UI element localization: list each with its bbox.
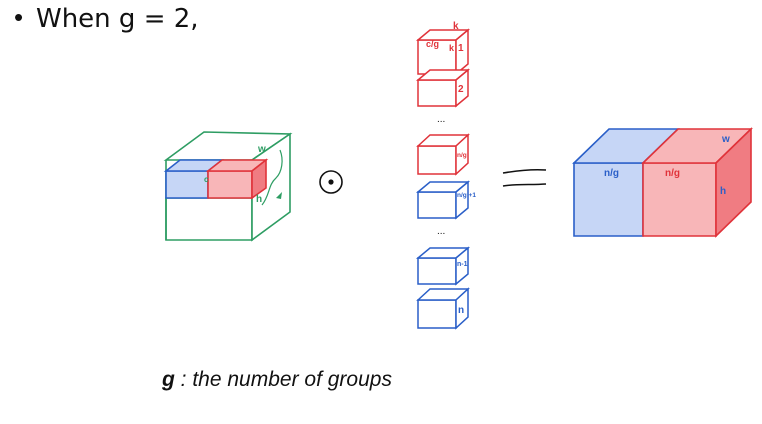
kernel-k-side-label: k: [449, 43, 455, 53]
hadamard-operator: [319, 170, 343, 194]
kernel-n-over-g-plus-1-label: n/g +1: [457, 192, 476, 199]
operator-dot-icon: [328, 179, 334, 185]
kernel-2-label: 2: [458, 84, 464, 95]
sketch-stroke: [261, 149, 283, 206]
input-red-side: [251, 158, 267, 200]
kernel-n-minus-1-label: n-1: [457, 261, 468, 268]
kernel-1: k c/g k 1: [415, 21, 471, 76]
kernel-2: 2: [415, 68, 471, 108]
output-right-label: n/g: [665, 168, 680, 179]
input-cube: w h c: [163, 131, 293, 242]
caption-symbol: g: [162, 368, 175, 391]
bullet-icon: •: [14, 2, 24, 32]
output-cube: n/g n/g w h: [572, 127, 753, 238]
kernel-n: n: [416, 287, 470, 330]
kernel-n-over-g-plus-1: n/g +1: [415, 180, 476, 220]
equals-sign: [502, 169, 547, 187]
caption: g : the number of groups: [162, 368, 392, 392]
input-h-label: h: [256, 194, 262, 205]
kernel-1-label: 1: [458, 43, 464, 54]
output-left-label: n/g: [604, 168, 619, 179]
input-w-label: w: [257, 144, 266, 155]
caption-text: : the number of groups: [174, 368, 392, 391]
input-c-label: c: [204, 175, 209, 184]
kernel-cg-label: c/g: [426, 39, 439, 49]
input-red-front: [207, 170, 253, 199]
kernel-ellipsis-top: ...: [437, 114, 445, 125]
input-cube-front-lower: [165, 197, 253, 241]
kernel-k-top-label: k: [453, 21, 459, 32]
kernel-n-label: n: [458, 305, 464, 316]
kernel-ellipsis-bottom: ...: [437, 226, 445, 237]
input-blue-front: [165, 170, 209, 199]
output-w-label: w: [721, 134, 730, 145]
kernel-n-over-g: n/g: [416, 133, 470, 176]
arrow-icon: [276, 192, 282, 199]
kernel-n-over-g-label: n/g: [457, 152, 467, 159]
kernel-n-minus-1: n-1: [415, 246, 471, 286]
heading-text: When g = 2,: [36, 4, 199, 34]
operator-circle: [319, 170, 343, 194]
output-red-side: [715, 127, 752, 238]
output-h-label: h: [720, 186, 726, 197]
